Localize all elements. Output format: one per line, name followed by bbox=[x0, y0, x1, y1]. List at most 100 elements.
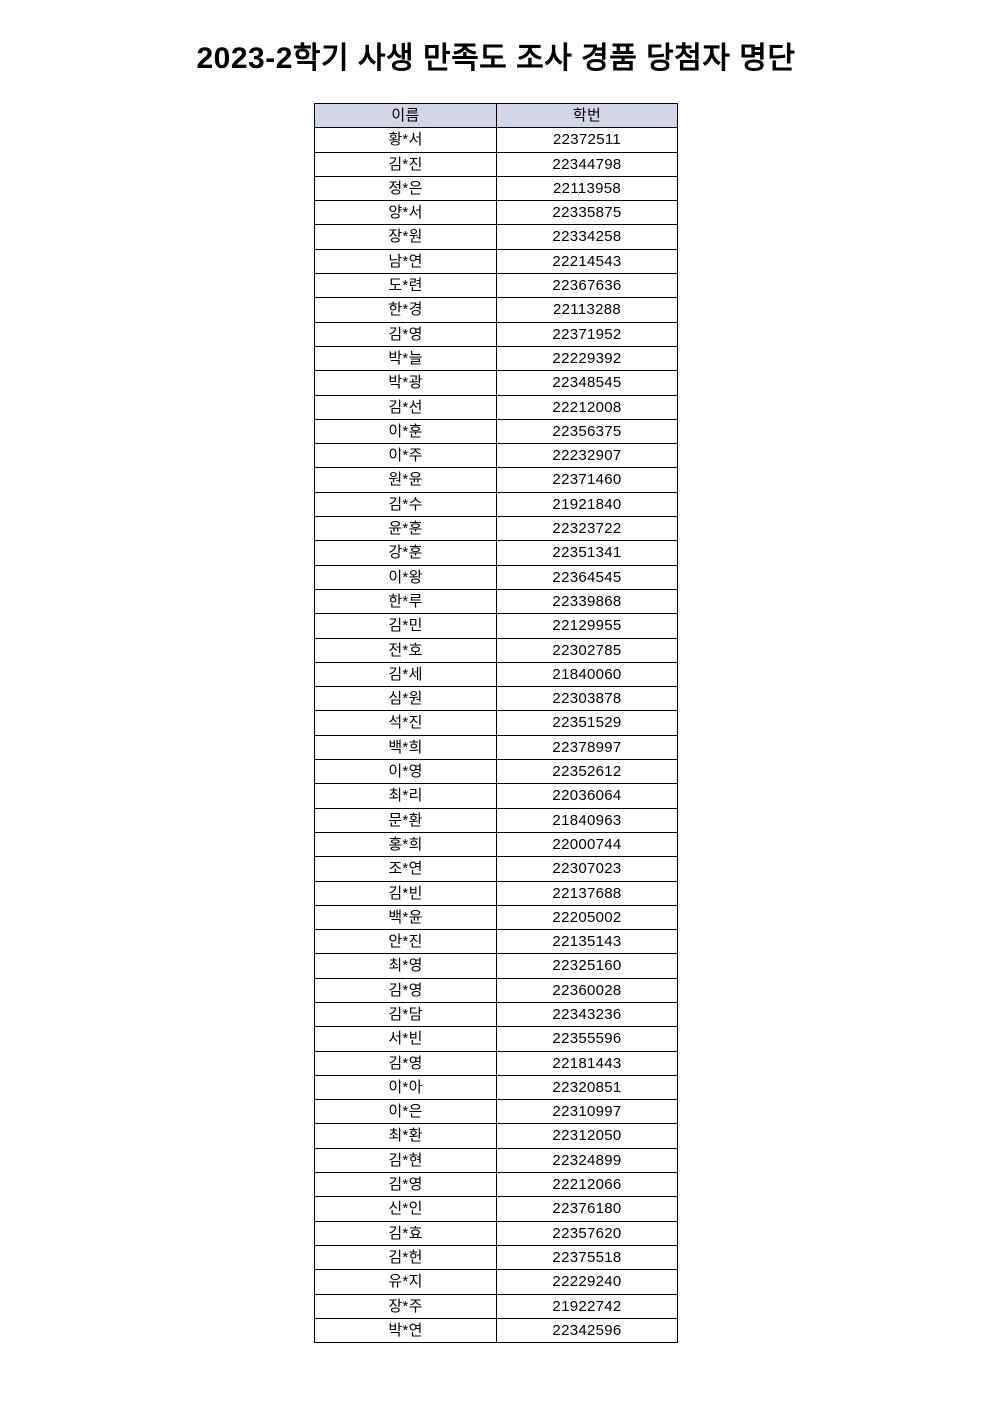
table-row: 도*련 22367636 bbox=[314, 273, 678, 299]
winner-name: 김*수 bbox=[314, 491, 497, 518]
table-row: 장*원 22334258 bbox=[314, 224, 678, 250]
table-row: 이*주 22232907 bbox=[314, 443, 678, 469]
table-row: 김*효 22357620 bbox=[314, 1220, 678, 1246]
winner-student-id: 22137688 bbox=[496, 880, 678, 906]
winner-name: 김*빈 bbox=[314, 880, 497, 906]
winner-name: 문*환 bbox=[314, 807, 497, 833]
winner-student-id: 22113958 bbox=[496, 175, 678, 202]
winner-student-id: 22351529 bbox=[496, 710, 678, 736]
table-row: 이*훈 22356375 bbox=[314, 418, 678, 445]
winner-name: 이*주 bbox=[314, 443, 497, 469]
table-row: 이*아 22320851 bbox=[314, 1074, 678, 1101]
winner-name: 김*담 bbox=[314, 1001, 497, 1028]
winner-student-id: 22312050 bbox=[496, 1123, 678, 1149]
winner-name: 김*영 bbox=[314, 1172, 497, 1198]
table-row: 남*연 22214543 bbox=[314, 248, 678, 275]
winner-name: 김*진 bbox=[314, 151, 497, 177]
winner-name: 김*현 bbox=[314, 1147, 497, 1174]
winner-student-id: 22302785 bbox=[496, 637, 678, 663]
table-row: 정*은 22113958 bbox=[314, 175, 678, 202]
winner-student-id: 22378997 bbox=[496, 734, 678, 761]
table-row: 김*영 22181443 bbox=[314, 1050, 678, 1076]
table-row: 박*광 22348545 bbox=[314, 370, 678, 396]
winner-student-id: 22352612 bbox=[496, 759, 678, 785]
table-row: 이*은 22310997 bbox=[314, 1099, 678, 1125]
winner-student-id: 22307023 bbox=[496, 856, 678, 882]
winner-student-id: 22372511 bbox=[496, 127, 678, 153]
winner-student-id: 22356375 bbox=[496, 418, 678, 445]
winner-student-id: 22135143 bbox=[496, 929, 678, 955]
winner-name: 한*루 bbox=[314, 588, 497, 615]
winner-name: 이*아 bbox=[314, 1074, 497, 1101]
winner-student-id: 22229240 bbox=[496, 1269, 678, 1295]
winner-student-id: 22339868 bbox=[496, 588, 678, 615]
table-row: 이*왕 22364545 bbox=[314, 564, 678, 590]
winner-student-id: 22343236 bbox=[496, 1001, 678, 1028]
winner-name: 김*헌 bbox=[314, 1244, 497, 1271]
winner-name: 장*주 bbox=[314, 1293, 497, 1319]
winner-name: 강*훈 bbox=[314, 540, 497, 566]
winner-student-id: 22351341 bbox=[496, 540, 678, 566]
table-row: 최*영 22325160 bbox=[314, 953, 678, 979]
winner-student-id: 22375518 bbox=[496, 1244, 678, 1271]
table-row: 한*경 22113288 bbox=[314, 297, 678, 323]
table-row: 장*주 21922742 bbox=[314, 1293, 678, 1319]
table-row: 홍*희 22000744 bbox=[314, 831, 678, 858]
winner-name: 남*연 bbox=[314, 248, 497, 275]
winner-student-id: 22113288 bbox=[496, 297, 678, 323]
winner-student-id: 22371952 bbox=[496, 321, 678, 347]
winner-name: 유*지 bbox=[314, 1269, 497, 1295]
winner-student-id: 22360028 bbox=[496, 977, 678, 1003]
winner-name: 황*서 bbox=[314, 127, 497, 153]
winner-student-id: 22355596 bbox=[496, 1026, 678, 1052]
winner-student-id: 22036064 bbox=[496, 783, 678, 809]
winner-name: 정*은 bbox=[314, 175, 497, 202]
winner-name: 이*왕 bbox=[314, 564, 497, 590]
table-row: 김*담 22343236 bbox=[314, 1001, 678, 1028]
winner-name: 김*영 bbox=[314, 1050, 497, 1076]
table-row: 문*환 21840963 bbox=[314, 807, 678, 833]
table-row: 김*세 21840060 bbox=[314, 661, 678, 688]
table-row: 양*서 22335875 bbox=[314, 200, 678, 226]
winner-name: 전*호 bbox=[314, 637, 497, 663]
winner-name: 장*원 bbox=[314, 224, 497, 250]
table-row: 전*호 22302785 bbox=[314, 637, 678, 663]
winner-name: 박*연 bbox=[314, 1317, 497, 1344]
table-row: 김*영 22212066 bbox=[314, 1172, 678, 1198]
winner-name: 심*원 bbox=[314, 686, 497, 712]
winner-name: 이*훈 bbox=[314, 418, 497, 445]
table-row: 최*리 22036064 bbox=[314, 783, 678, 809]
winner-student-id: 22181443 bbox=[496, 1050, 678, 1076]
winner-name: 최*환 bbox=[314, 1123, 497, 1149]
winner-name: 안*진 bbox=[314, 929, 497, 955]
winner-name: 백*희 bbox=[314, 734, 497, 761]
winner-name: 최*리 bbox=[314, 783, 497, 809]
winner-name: 김*효 bbox=[314, 1220, 497, 1246]
winner-name: 박*늘 bbox=[314, 345, 497, 372]
winner-student-id: 22376180 bbox=[496, 1196, 678, 1222]
winner-name: 최*영 bbox=[314, 953, 497, 979]
table-row: 김*민 22129955 bbox=[314, 613, 678, 639]
table-row: 황*서 22372511 bbox=[314, 127, 678, 153]
table-row: 박*늘 22229392 bbox=[314, 345, 678, 372]
table-row: 신*인 22376180 bbox=[314, 1196, 678, 1222]
winner-student-id: 22357620 bbox=[496, 1220, 678, 1246]
winner-student-id: 22367636 bbox=[496, 273, 678, 299]
winner-student-id: 22364545 bbox=[496, 564, 678, 590]
winner-name: 윤*훈 bbox=[314, 516, 497, 542]
winner-student-id: 22320851 bbox=[496, 1074, 678, 1101]
column-header-student-id: 학번 bbox=[496, 102, 678, 129]
table-row: 김*수 21921840 bbox=[314, 491, 678, 518]
table-row: 강*훈 22351341 bbox=[314, 540, 678, 566]
winner-name: 양*서 bbox=[314, 200, 497, 226]
winner-name: 김*영 bbox=[314, 321, 497, 347]
column-header-name: 이름 bbox=[314, 102, 497, 129]
table-row: 한*루 22339868 bbox=[314, 588, 678, 615]
table-row: 윤*훈 22323722 bbox=[314, 516, 678, 542]
table-row: 김*선 22212008 bbox=[314, 394, 678, 420]
table-body: 황*서 22372511 김*진 22344798 정*은 22113958 양*서 2233… bbox=[314, 127, 678, 1344]
table-row: 백*윤 22205002 bbox=[314, 904, 678, 931]
winner-name: 김*민 bbox=[314, 613, 497, 639]
winner-name: 조*연 bbox=[314, 856, 497, 882]
table-row: 백*희 22378997 bbox=[314, 734, 678, 761]
